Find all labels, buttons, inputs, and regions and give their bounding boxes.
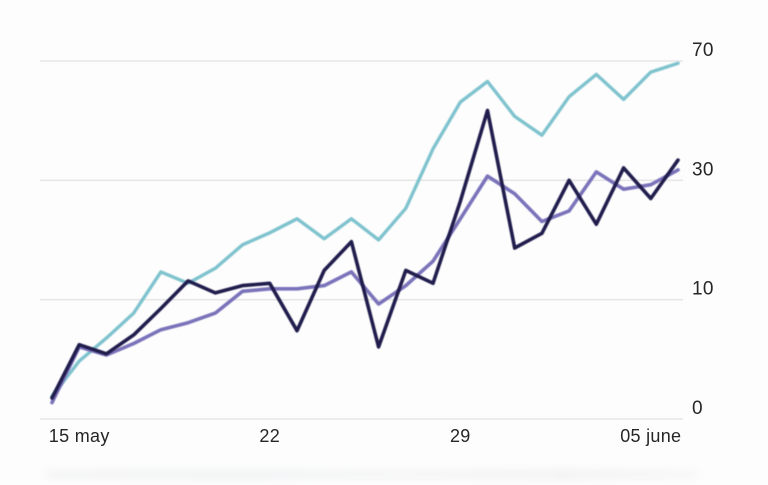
x-axis-label-05-june: 05 june xyxy=(620,426,681,446)
y-axis-labels: 0 10 30 70 xyxy=(692,40,714,419)
gridlines xyxy=(40,60,683,420)
y-axis-label-30: 30 xyxy=(692,159,714,180)
y-axis-label-0: 0 xyxy=(692,398,703,419)
x-axis-label-15-may: 15 may xyxy=(49,426,110,446)
series-lines xyxy=(50,61,680,405)
bottom-blur-artifact xyxy=(45,469,698,480)
light-blue-series xyxy=(50,61,680,399)
y-axis-label-10: 10 xyxy=(692,279,714,300)
x-axis-labels: 15 may 22 29 05 june xyxy=(49,426,681,446)
navy-series xyxy=(50,108,680,400)
y-axis-label-70: 70 xyxy=(692,40,714,61)
x-axis-label-22: 22 xyxy=(259,426,280,446)
x-axis-label-29: 29 xyxy=(450,426,471,446)
